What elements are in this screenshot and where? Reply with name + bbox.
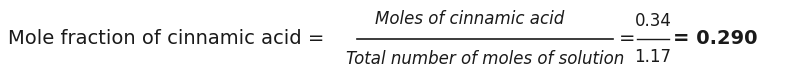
Text: 1.17: 1.17	[634, 48, 671, 66]
Text: Total number of moles of solution: Total number of moles of solution	[346, 50, 624, 68]
Text: Moles of cinnamic acid: Moles of cinnamic acid	[375, 10, 565, 28]
Text: =: =	[619, 29, 636, 48]
Text: = 0.290: = 0.290	[673, 29, 757, 48]
Text: 0.34: 0.34	[634, 12, 671, 30]
Text: Mole fraction of cinnamic acid =: Mole fraction of cinnamic acid =	[8, 29, 324, 48]
